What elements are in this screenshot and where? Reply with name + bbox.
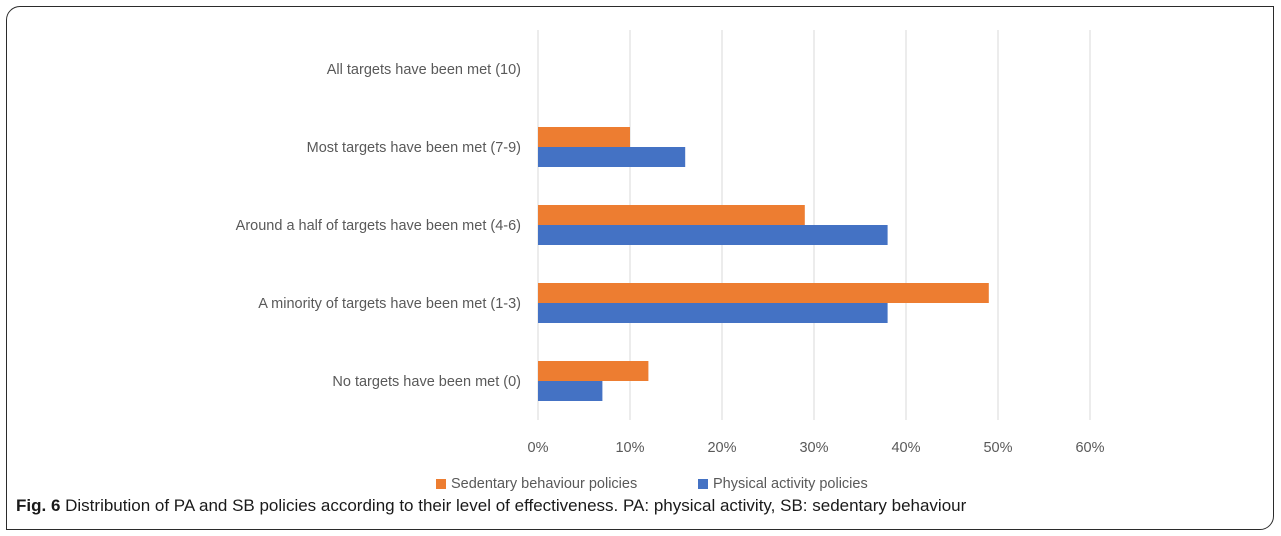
- figure-frame: [6, 6, 1274, 530]
- legend-label-physical: Physical activity policies: [713, 476, 868, 492]
- x-tick-label: 50%: [983, 440, 1012, 456]
- category-label: Most targets have been met (7-9): [307, 140, 521, 156]
- x-tick-label: 0%: [528, 440, 549, 456]
- x-tick-label: 30%: [799, 440, 828, 456]
- category-label: All targets have been met (10): [327, 62, 521, 78]
- chart-legend: Sedentary behaviour policies Physical ac…: [0, 476, 1281, 496]
- bar-sedentary: [538, 283, 989, 303]
- legend-item-sedentary: Sedentary behaviour policies: [436, 476, 637, 492]
- category-label: A minority of targets have been met (1-3…: [258, 296, 521, 312]
- x-tick-label: 60%: [1075, 440, 1104, 456]
- bar-chart: 0% 10% 20% 30% 40% 50% 60% All targets have bee…: [236, 30, 1105, 456]
- legend-item-physical: Physical activity policies: [698, 476, 868, 492]
- figure-caption: Fig. 6 Distribution of PA and SB policie…: [16, 495, 1266, 517]
- category-label: No targets have been met (0): [332, 374, 521, 390]
- bar-physical: [538, 147, 686, 167]
- bar-sedentary: [538, 127, 630, 147]
- legend-swatch-physical: [698, 479, 708, 489]
- figure-caption-label: Fig. 6: [16, 496, 61, 515]
- category-label: Around a half of targets have been met (…: [236, 218, 521, 234]
- legend-label-sedentary: Sedentary behaviour policies: [451, 476, 638, 492]
- bar-sedentary: [538, 361, 649, 381]
- x-tick-label: 20%: [707, 440, 736, 456]
- x-tick-label: 10%: [615, 440, 644, 456]
- bar-physical: [538, 303, 888, 323]
- legend-swatch-sedentary: [436, 479, 446, 489]
- bar-sedentary: [538, 205, 805, 225]
- x-tick-label: 40%: [891, 440, 920, 456]
- bar-physical: [538, 381, 603, 401]
- figure-caption-text: Distribution of PA and SB policies accor…: [60, 496, 967, 515]
- bar-physical: [538, 225, 888, 245]
